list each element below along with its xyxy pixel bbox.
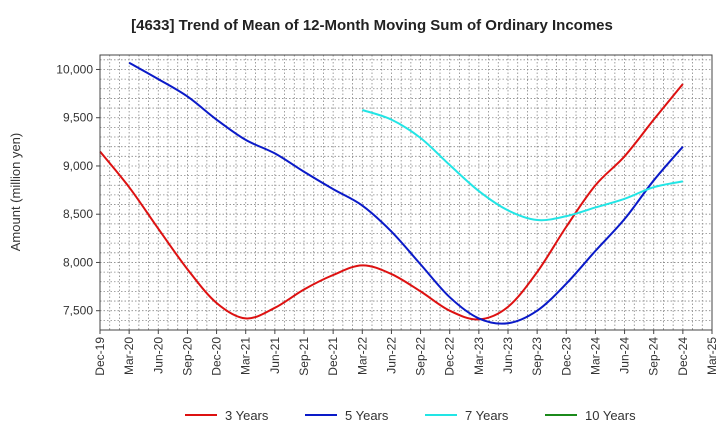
legend: 3 Years 5 Years 7 Years 10 Years [185, 408, 636, 423]
series-line-3-years [99, 83, 684, 321]
x-tick-label: Jun-20 [151, 337, 165, 374]
x-tick-label: Sep-21 [297, 337, 311, 376]
x-tick-label: Dec-19 [93, 337, 107, 376]
y-tick-label: 8,500 [63, 207, 93, 221]
x-tick-label: Sep-22 [414, 337, 428, 376]
y-axis-ticks: 7,500 8,000 8,500 9,000 9,500 10,000 [56, 62, 100, 318]
x-tick-label: Dec-22 [443, 337, 457, 376]
series-line-5-years [128, 61, 684, 325]
x-tick-label: Sep-24 [647, 337, 661, 376]
chart-title: [4633] Trend of Mean of 12-Month Moving … [131, 17, 613, 34]
x-axis-ticks: Dec-19 Mar-20 Jun-20 Sep-20 Dec-20 Mar-21 Jun-… [93, 330, 719, 376]
x-tick-label: Mar-20 [122, 337, 136, 375]
x-tick-label: Mar-21 [239, 337, 253, 375]
x-tick-label: Sep-20 [180, 337, 194, 376]
y-tick-label: 10,000 [56, 62, 93, 76]
grid [99, 55, 713, 330]
y-axis-label: Amount (million yen) [8, 133, 23, 252]
x-tick-label: Mar-23 [472, 337, 486, 375]
plot-frame [99, 54, 713, 331]
x-tick-label: Mar-22 [355, 337, 369, 375]
legend-label-5-years: 5 Years [345, 408, 389, 423]
x-tick-label: Jun-22 [384, 337, 398, 374]
x-tick-label: Dec-21 [326, 337, 340, 376]
x-tick-label: Mar-25 [705, 337, 719, 375]
legend-label-10-years: 10 Years [585, 408, 636, 423]
y-tick-label: 7,500 [63, 304, 93, 318]
x-tick-label: Dec-23 [559, 337, 573, 376]
x-tick-label: Dec-24 [676, 337, 690, 376]
series-lines [99, 61, 684, 325]
y-tick-label: 9,000 [63, 159, 93, 173]
legend-label-3-years: 3 Years [225, 408, 269, 423]
x-tick-label: Jun-24 [618, 337, 632, 374]
x-tick-label: Jun-21 [268, 337, 282, 374]
y-tick-label: 9,500 [63, 111, 93, 125]
x-tick-label: Sep-23 [530, 337, 544, 376]
series-line-7-years [361, 109, 684, 222]
y-tick-label: 8,000 [63, 255, 93, 269]
x-tick-label: Jun-23 [501, 337, 515, 374]
legend-label-7-years: 7 Years [465, 408, 509, 423]
x-tick-label: Mar-24 [588, 337, 602, 375]
x-tick-label: Dec-20 [210, 337, 224, 376]
